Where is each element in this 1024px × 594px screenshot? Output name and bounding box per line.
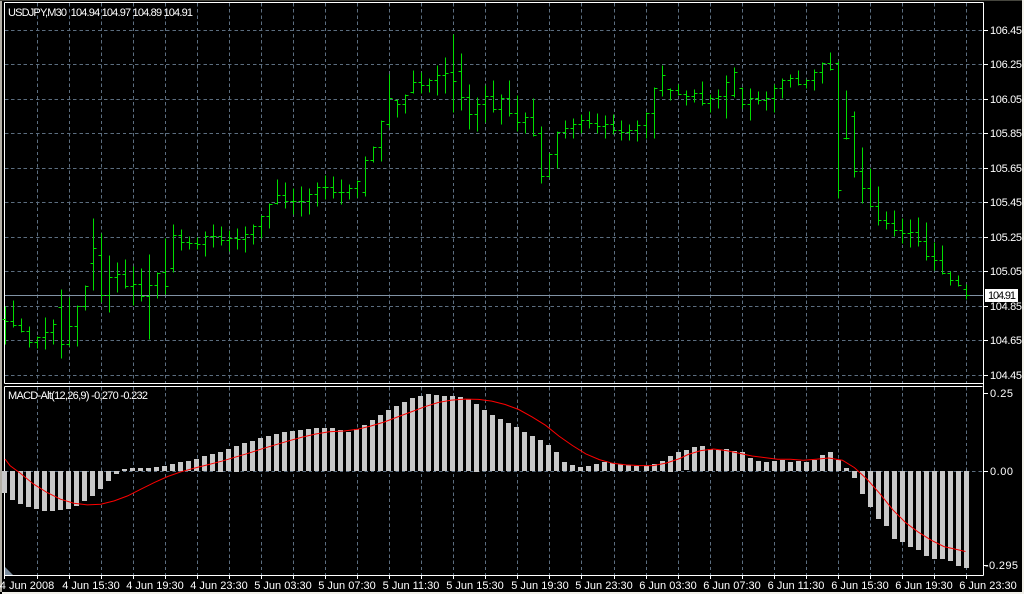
svg-text:106.25: 106.25 [990, 59, 1022, 71]
svg-text:104.91: 104.91 [988, 290, 1016, 302]
svg-text:105.25: 105.25 [990, 232, 1022, 244]
svg-text:6 Jun 23:30: 6 Jun 23:30 [959, 580, 1017, 592]
svg-text:4 Jun 23:30: 4 Jun 23:30 [190, 580, 248, 592]
svg-text:0.00: 0.00 [990, 466, 1013, 478]
svg-text:0.25: 0.25 [990, 388, 1013, 400]
svg-text:105.65: 105.65 [990, 163, 1022, 175]
svg-text:104.85: 104.85 [990, 301, 1022, 313]
svg-text:5 Jun 15:30: 5 Jun 15:30 [446, 580, 504, 592]
svg-text:-0.295: -0.295 [985, 560, 1018, 572]
svg-text:4 Jun 15:30: 4 Jun 15:30 [62, 580, 120, 592]
svg-text:MACD-Alt(12,26,9) -0,270 -0.23: MACD-Alt(12,26,9) -0,270 -0.232 [8, 390, 148, 402]
svg-text:5 Jun 11:30: 5 Jun 11:30 [383, 580, 440, 592]
svg-text:6 Jun 07:30: 6 Jun 07:30 [703, 580, 761, 592]
svg-text:105.05: 105.05 [990, 266, 1022, 278]
svg-text:104.45: 104.45 [990, 370, 1022, 382]
svg-text:5 Jun 03:30: 5 Jun 03:30 [254, 580, 312, 592]
svg-text:106.05: 106.05 [990, 94, 1022, 106]
svg-text:4 Jun 19:30: 4 Jun 19:30 [126, 580, 184, 592]
svg-text:6 Jun 19:30: 6 Jun 19:30 [895, 580, 953, 592]
svg-text:105.85: 105.85 [990, 128, 1022, 140]
svg-text:5 Jun 19:30: 5 Jun 19:30 [511, 580, 569, 592]
svg-text:5 Jun 23:30: 5 Jun 23:30 [575, 580, 633, 592]
svg-text:5 Jun 07:30: 5 Jun 07:30 [318, 580, 376, 592]
svg-text:6 Jun 03:30: 6 Jun 03:30 [639, 580, 697, 592]
svg-text:USDJPY,M30 104.94 104.97 104.: USDJPY,M30 104.94 104.97 104.89 104.91 [8, 7, 193, 19]
svg-text:106.45: 106.45 [990, 25, 1022, 37]
svg-text:104.65: 104.65 [990, 335, 1022, 347]
svg-text:6 Jun 15:30: 6 Jun 15:30 [831, 580, 889, 592]
svg-text:105.45: 105.45 [990, 197, 1022, 209]
svg-text:4 Jun 2008: 4 Jun 2008 [0, 580, 54, 592]
svg-text:6 Jun 11:30: 6 Jun 11:30 [768, 580, 825, 592]
